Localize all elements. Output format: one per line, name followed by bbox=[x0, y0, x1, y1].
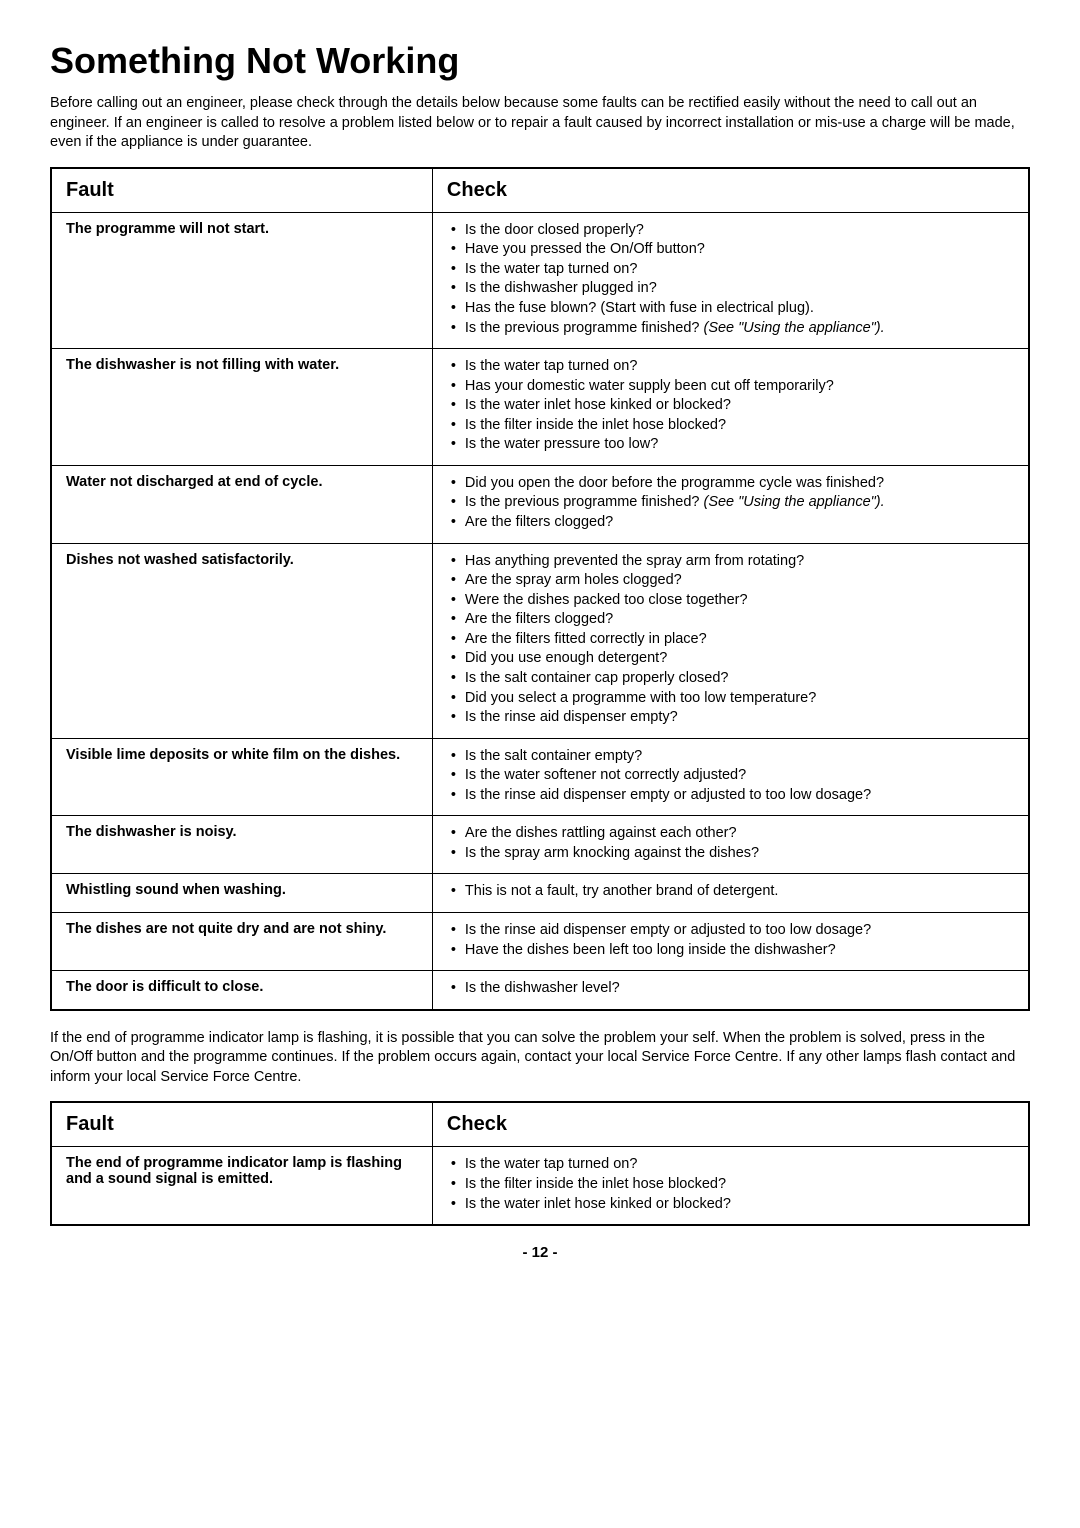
check-item: Is the water tap turned on? bbox=[447, 1155, 1014, 1175]
check-item: Is the door closed properly? bbox=[447, 221, 1014, 241]
check-item: This is not a fault, try another brand o… bbox=[447, 882, 1014, 902]
fault-cell: Whistling sound when washing. bbox=[51, 874, 432, 913]
fault-cell: The dishwasher is not filling with water… bbox=[51, 349, 432, 466]
check-item: Were the dishes packed too close togethe… bbox=[447, 591, 1014, 611]
check-item: Is the salt container empty? bbox=[447, 747, 1014, 767]
check-item: Is the spray arm knocking against the di… bbox=[447, 844, 1014, 864]
check-item: Is the filter inside the inlet hose bloc… bbox=[447, 416, 1014, 436]
check-item: Is the water inlet hose kinked or blocke… bbox=[447, 1195, 1014, 1215]
check-cell: Is the dishwasher level? bbox=[432, 971, 1029, 1010]
check-item: Have the dishes been left too long insid… bbox=[447, 941, 1014, 961]
check-item: Are the spray arm holes clogged? bbox=[447, 571, 1014, 591]
table-row: The dishes are not quite dry and are not… bbox=[51, 913, 1029, 971]
check-cell: Did you open the door before the program… bbox=[432, 465, 1029, 543]
check-item: Is the water inlet hose kinked or blocke… bbox=[447, 396, 1014, 416]
check-item: Is the previous programme finished? (See… bbox=[447, 493, 1014, 513]
check-item: Is the salt container cap properly close… bbox=[447, 669, 1014, 689]
page-number: - 12 - bbox=[50, 1244, 1030, 1261]
check-item: Did you use enough detergent? bbox=[447, 649, 1014, 669]
check-cell: This is not a fault, try another brand o… bbox=[432, 874, 1029, 913]
check-item: Is the water pressure too low? bbox=[447, 435, 1014, 455]
check-cell: Are the dishes rattling against each oth… bbox=[432, 816, 1029, 874]
check-cell: Is the rinse aid dispenser empty or adju… bbox=[432, 913, 1029, 971]
table-row: The dishwasher is noisy. Are the dishes r… bbox=[51, 816, 1029, 874]
check-item: Are the filters clogged? bbox=[447, 513, 1014, 533]
table-row: The dishwasher is not filling with water… bbox=[51, 349, 1029, 466]
check-item: Did you select a programme with too low … bbox=[447, 689, 1014, 709]
mid-paragraph: If the end of programme indicator lamp i… bbox=[50, 1029, 1030, 1088]
table-row: Whistling sound when washing. This is not… bbox=[51, 874, 1029, 913]
intro-paragraph: Before calling out an engineer, please c… bbox=[50, 94, 1030, 153]
check-item: Is the dishwasher level? bbox=[447, 979, 1014, 999]
check-item: Is the water tap turned on? bbox=[447, 260, 1014, 280]
check-item: Is the water tap turned on? bbox=[447, 357, 1014, 377]
check-item: Are the dishes rattling against each oth… bbox=[447, 824, 1014, 844]
fault-cell: Water not discharged at end of cycle. bbox=[51, 465, 432, 543]
check-cell: Has anything prevented the spray arm fro… bbox=[432, 543, 1029, 738]
check-cell: Is the door closed properly?Have you pre… bbox=[432, 212, 1029, 348]
check-cell: Is the salt container empty?Is the water… bbox=[432, 738, 1029, 816]
fault-cell: The door is difficult to close. bbox=[51, 971, 432, 1010]
check-item: Is the rinse aid dispenser empty or adju… bbox=[447, 921, 1014, 941]
fault-cell: The end of programme indicator lamp is f… bbox=[51, 1147, 432, 1225]
table-row: Visible lime deposits or white film on t… bbox=[51, 738, 1029, 816]
check-item: Did you open the door before the program… bbox=[447, 474, 1014, 494]
fault-cell: The programme will not start. bbox=[51, 212, 432, 348]
fault-cell: Visible lime deposits or white film on t… bbox=[51, 738, 432, 816]
check-item: Has the fuse blown? (Start with fuse in … bbox=[447, 299, 1014, 319]
col-header-fault: Fault bbox=[51, 1102, 432, 1147]
fault-cell: The dishwasher is noisy. bbox=[51, 816, 432, 874]
table-row: The door is difficult to close. Is the di… bbox=[51, 971, 1029, 1010]
col-header-check: Check bbox=[432, 168, 1029, 213]
check-item: Are the filters clogged? bbox=[447, 610, 1014, 630]
check-cell: Is the water tap turned on?Has your dome… bbox=[432, 349, 1029, 466]
fault-cell: Dishes not washed satisfactorily. bbox=[51, 543, 432, 738]
table-row: Water not discharged at end of cycle. Did… bbox=[51, 465, 1029, 543]
check-cell: Is the water tap turned on?Is the filter… bbox=[432, 1147, 1029, 1225]
page-title: Something Not Working bbox=[50, 40, 1030, 82]
table-row: The programme will not start.Is the door… bbox=[51, 212, 1029, 348]
table-row: Dishes not washed satisfactorily. Has any… bbox=[51, 543, 1029, 738]
col-header-check: Check bbox=[432, 1102, 1029, 1147]
check-item: Is the rinse aid dispenser empty or adju… bbox=[447, 786, 1014, 806]
col-header-fault: Fault bbox=[51, 168, 432, 213]
check-item: Is the water softener not correctly adju… bbox=[447, 766, 1014, 786]
table-row: The end of programme indicator lamp is f… bbox=[51, 1147, 1029, 1225]
check-item: Is the dishwasher plugged in? bbox=[447, 279, 1014, 299]
check-item: Are the filters fitted correctly in plac… bbox=[447, 630, 1014, 650]
check-item: Is the filter inside the inlet hose bloc… bbox=[447, 1175, 1014, 1195]
check-item: Has anything prevented the spray arm fro… bbox=[447, 552, 1014, 572]
check-item: Has your domestic water supply been cut … bbox=[447, 377, 1014, 397]
troubleshooting-table-1: Fault Check The programme will not start… bbox=[50, 167, 1030, 1011]
fault-cell: The dishes are not quite dry and are not… bbox=[51, 913, 432, 971]
check-item: Is the rinse aid dispenser empty? bbox=[447, 708, 1014, 728]
check-item: Is the previous programme finished? (See… bbox=[447, 319, 1014, 339]
troubleshooting-table-2: Fault Check The end of programme indicat… bbox=[50, 1101, 1030, 1226]
check-item: Have you pressed the On/Off button? bbox=[447, 240, 1014, 260]
